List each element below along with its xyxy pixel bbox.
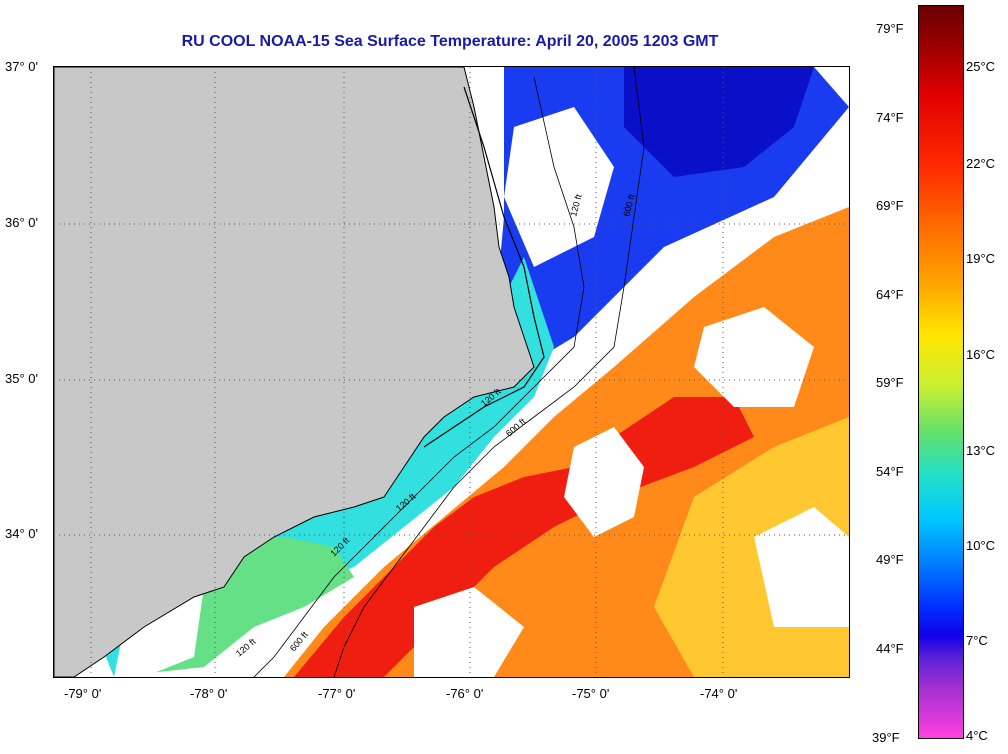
sst-map[interactable]: 120 ft 600 ft 120 ft 120 ft 120 ft 600 f… <box>53 66 850 678</box>
colorbar-c-13: 13°C <box>966 443 996 458</box>
colorbar-f-74: 74°F <box>876 110 904 125</box>
colorbar-c-7: 7°C <box>966 633 988 648</box>
colorbar-c-25: 25°C <box>966 59 996 74</box>
colorbar-f-69: 69°F <box>876 198 904 213</box>
lon-label-76: -76° 0' <box>446 686 484 701</box>
lat-label-35: 35° 0' <box>5 371 38 386</box>
lat-label-34: 34° 0' <box>5 526 38 541</box>
temperature-colorbar <box>918 5 964 739</box>
colorbar-c-16: 16°C <box>966 347 996 362</box>
isobath-600ft <box>333 67 645 677</box>
map-title: RU COOL NOAA-15 Sea Surface Temperature:… <box>181 33 719 50</box>
colorbar-c-19: 19°C <box>966 251 996 266</box>
cloud-mask-1 <box>564 427 644 537</box>
lat-label-36: 36° 0' <box>5 215 38 230</box>
coastline-outer-banks <box>423 86 545 448</box>
colorbar-f-59: 59°F <box>876 375 904 390</box>
lon-label-74: -74° 0' <box>700 686 738 701</box>
isobath-120ft <box>253 76 585 677</box>
colorbar-f-79: 79°F <box>876 21 904 36</box>
colorbar-f-44: 44°F <box>876 641 904 656</box>
colorbar-c-10: 10°C <box>966 538 996 553</box>
cloud-mask-5 <box>414 587 524 677</box>
cloud-mask-3 <box>754 507 849 627</box>
colorbar-f-49: 49°F <box>876 552 904 567</box>
lon-label-75: -75° 0' <box>572 686 610 701</box>
colorbar-f-54: 54°F <box>876 464 904 479</box>
cloud-mask-2 <box>694 307 814 407</box>
grid-lines <box>54 67 849 677</box>
lat-label-37: 37° 0' <box>5 59 38 74</box>
colorbar-f-64: 64°F <box>876 287 904 302</box>
lon-label-77: -77° 0' <box>318 686 356 701</box>
land-mass <box>54 67 535 677</box>
lon-label-79: -79° 0' <box>64 686 102 701</box>
colorbar-c-4: 4°C <box>966 728 988 743</box>
lon-label-78: -78° 0' <box>190 686 228 701</box>
sst-map-canvas: 120 ft 600 ft 120 ft 120 ft 120 ft 600 f… <box>54 67 849 677</box>
colorbar-c-22: 22°C <box>966 156 996 171</box>
sst-region-deep-blue <box>624 67 814 177</box>
colorbar-f-39: 39°F <box>872 730 900 745</box>
cloud-mask-4 <box>504 107 614 267</box>
